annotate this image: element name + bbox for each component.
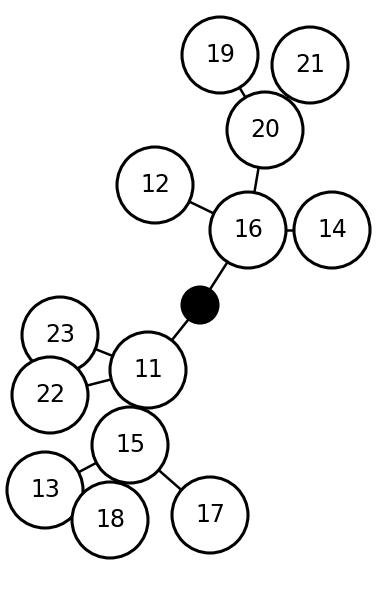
Text: 22: 22 — [35, 383, 65, 407]
Circle shape — [7, 452, 83, 528]
Circle shape — [172, 477, 248, 553]
Text: 23: 23 — [45, 323, 75, 347]
Text: 14: 14 — [317, 218, 347, 242]
Text: 15: 15 — [115, 433, 145, 457]
Circle shape — [110, 332, 186, 408]
Circle shape — [294, 192, 370, 268]
Text: 13: 13 — [30, 478, 60, 502]
Circle shape — [210, 192, 286, 268]
Circle shape — [22, 297, 98, 373]
Text: 18: 18 — [95, 508, 125, 532]
Circle shape — [72, 482, 148, 558]
Circle shape — [272, 27, 348, 103]
Text: 12: 12 — [140, 173, 170, 197]
Text: 19: 19 — [205, 43, 235, 67]
Text: 17: 17 — [195, 503, 225, 527]
Circle shape — [182, 287, 218, 323]
Circle shape — [227, 92, 303, 168]
Text: 16: 16 — [233, 218, 263, 242]
Text: 21: 21 — [295, 53, 325, 77]
Text: 20: 20 — [250, 118, 280, 142]
Text: 11: 11 — [133, 358, 163, 382]
Circle shape — [182, 17, 258, 93]
Circle shape — [92, 407, 168, 483]
Circle shape — [117, 147, 193, 223]
Circle shape — [12, 357, 88, 433]
